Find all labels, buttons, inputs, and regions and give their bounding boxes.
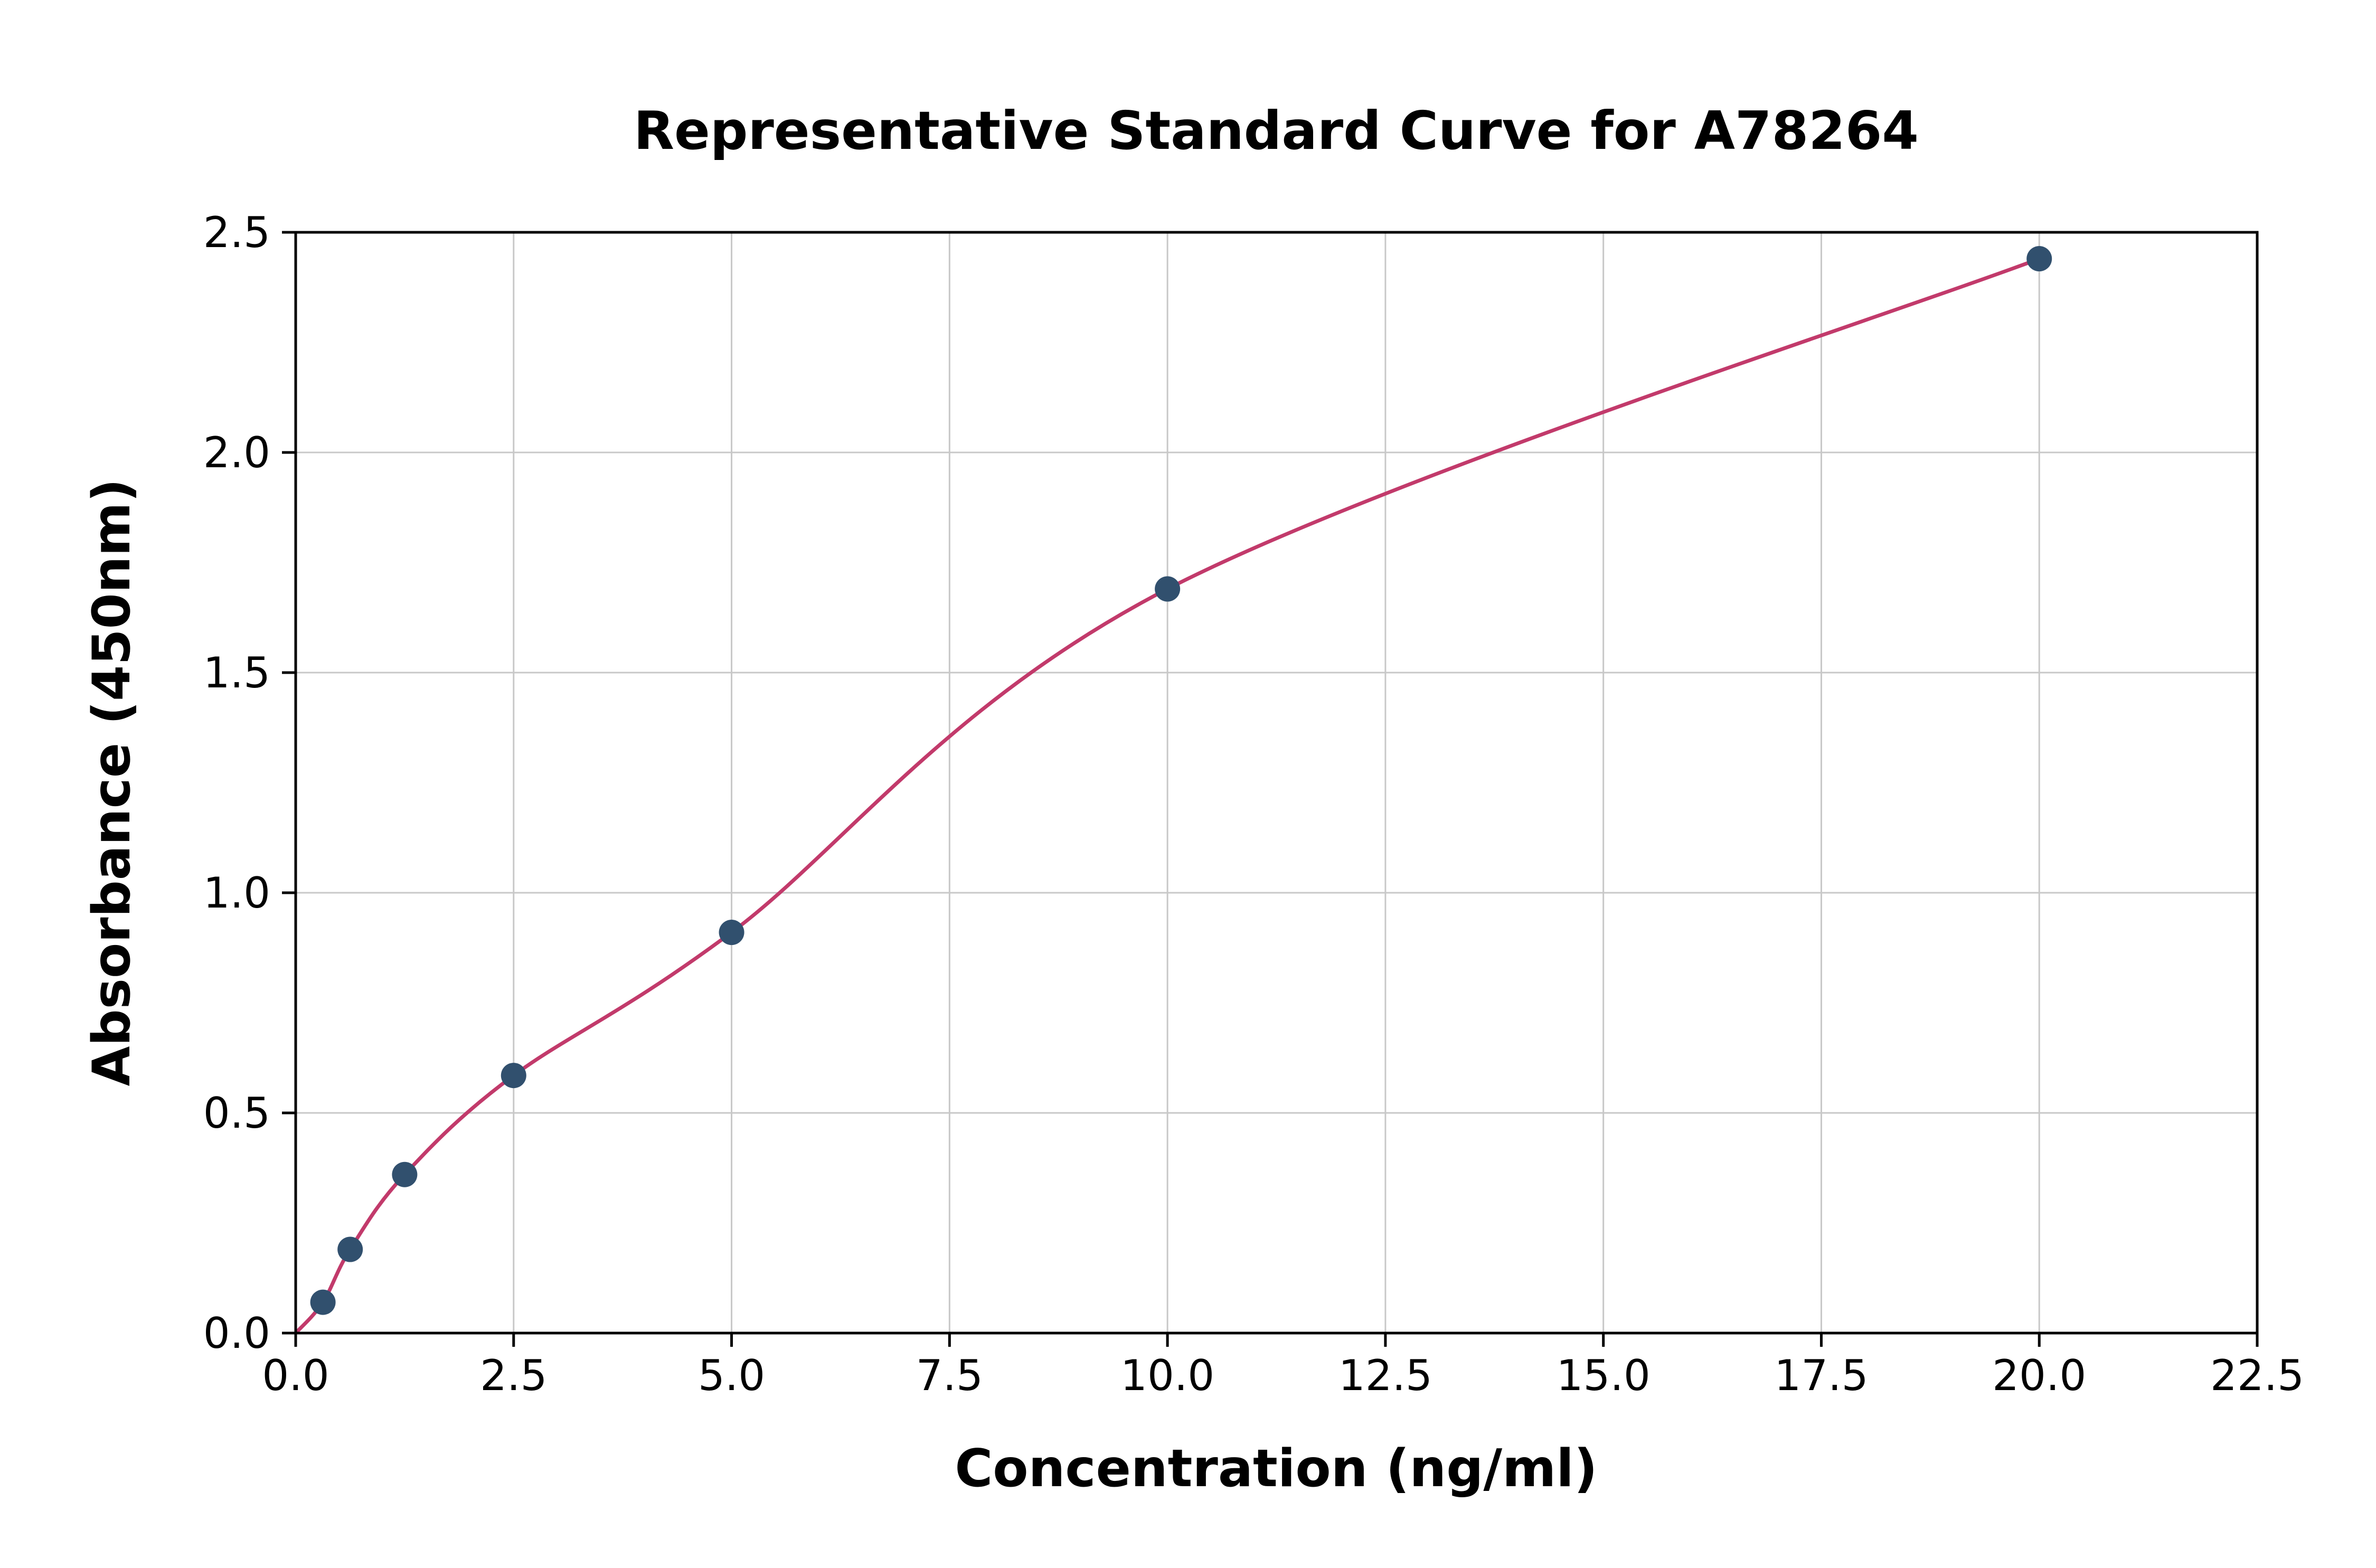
data-point xyxy=(392,1161,418,1187)
x-tick-label: 7.5 xyxy=(916,1351,983,1400)
y-tick-label: 0.5 xyxy=(203,1089,270,1138)
x-tick-label: 2.5 xyxy=(480,1351,547,1400)
x-tick-label: 0.0 xyxy=(262,1351,329,1400)
data-point xyxy=(337,1236,363,1262)
x-tick-label: 20.0 xyxy=(1992,1351,2086,1400)
x-tick-label: 17.5 xyxy=(1774,1351,1868,1400)
data-point xyxy=(719,920,744,946)
data-points xyxy=(310,246,2052,1315)
fit-curve xyxy=(294,257,2041,1335)
x-tick-label: 15.0 xyxy=(1557,1351,1651,1400)
y-tick-label: 1.5 xyxy=(203,648,270,697)
plot-frame xyxy=(294,231,2259,1335)
x-axis-label: Concentration (ng/ml) xyxy=(955,1439,1597,1499)
axis-ticks xyxy=(282,231,2259,1347)
y-tick-label: 0.0 xyxy=(203,1309,270,1358)
data-point xyxy=(501,1063,526,1089)
x-tick-label: 12.5 xyxy=(1338,1351,1432,1400)
data-point xyxy=(310,1289,336,1315)
data-point xyxy=(2026,246,2052,272)
y-axis-label: Absorbance (450nm) xyxy=(82,479,142,1087)
grid-lines xyxy=(295,231,2258,1334)
x-tick-label: 22.5 xyxy=(2210,1351,2304,1400)
x-tick-label: 10.0 xyxy=(1120,1351,1214,1400)
tick-labels: 0.0 2.5 5.0 7.5 10.0 12.5 15.0 17.5 20.0 22.5 0.0 0… xyxy=(203,208,2304,1400)
y-tick-label: 2.5 xyxy=(203,208,270,257)
y-tick-label: 2.0 xyxy=(203,428,270,477)
chart-title: Representative Standard Curve for A78264 xyxy=(634,100,1919,162)
x-tick-label: 5.0 xyxy=(698,1351,765,1400)
y-tick-label: 1.0 xyxy=(203,868,270,918)
data-point xyxy=(1155,576,1181,602)
